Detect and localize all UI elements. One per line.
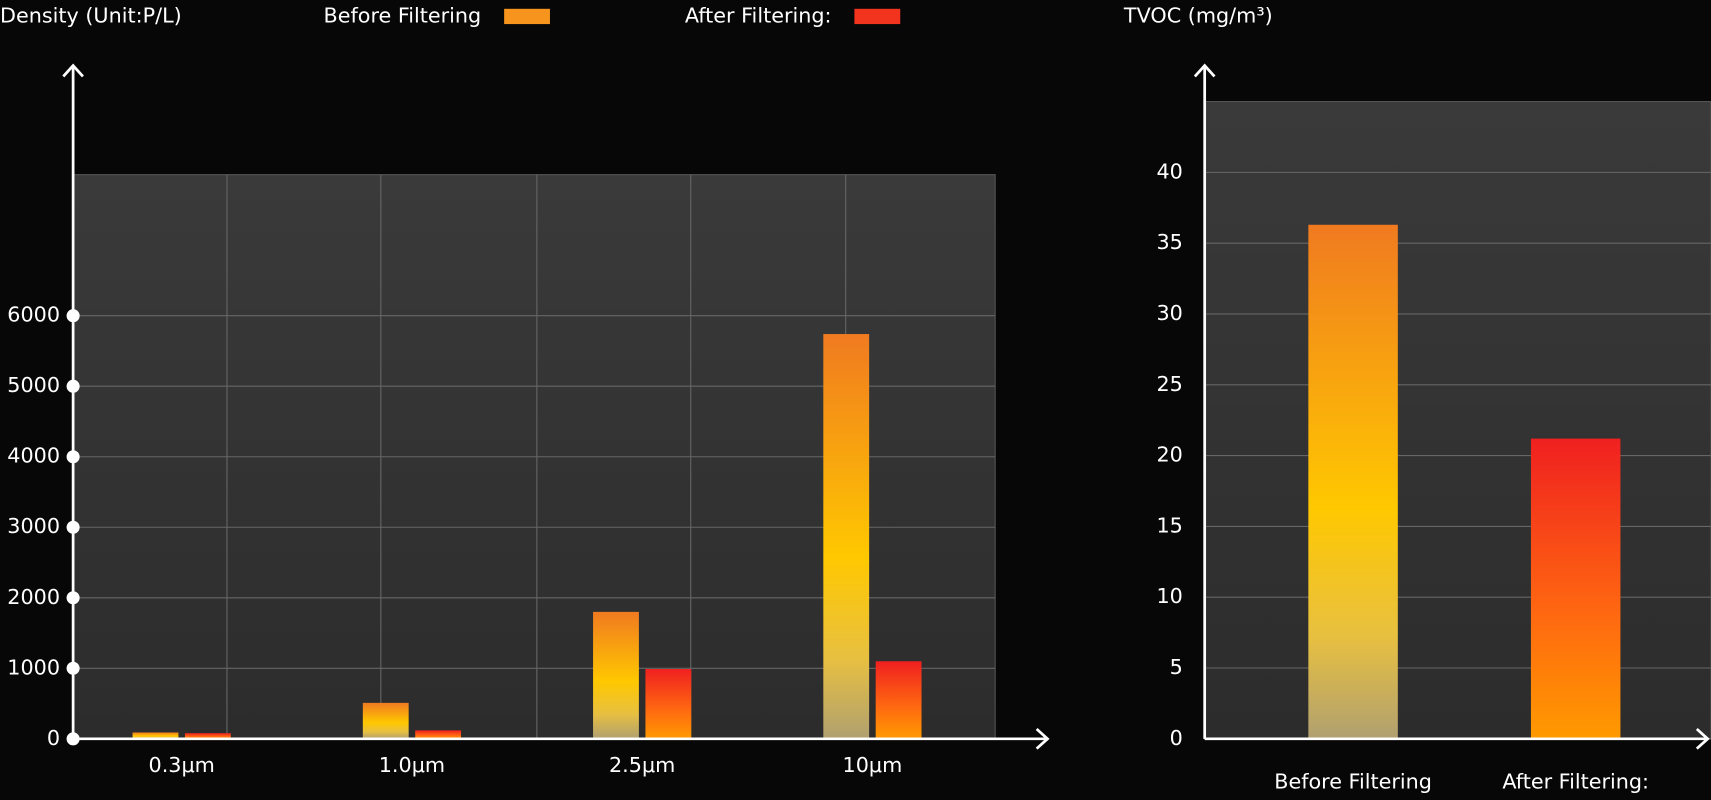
axis-arrow [62, 63, 84, 78]
axis-arrow [1193, 63, 1216, 78]
y-tick-label: 15 [1156, 513, 1182, 537]
axis-arrow [1695, 727, 1710, 750]
y-tick-label: 0 [1170, 726, 1183, 750]
y-tick-label: 40 [1156, 159, 1182, 183]
bar [1308, 224, 1398, 739]
legend-label: Before Filtering [324, 3, 482, 27]
y-tick-label: 30 [1156, 301, 1182, 325]
bar [645, 669, 692, 739]
x-tick-label: 2.5μm [609, 753, 675, 777]
y-tick-label: 20 [1156, 443, 1182, 467]
x-tick-label: 10μm [843, 753, 903, 777]
bar [1530, 438, 1621, 739]
y-tick-label: 5000 [7, 373, 60, 397]
y-tick-label: 6000 [7, 303, 60, 327]
chart-title: Density (Unit:P/L) [0, 3, 182, 27]
bar [823, 334, 870, 739]
x-tick-label: 1.0μm [379, 753, 445, 777]
y-tick-label: 35 [1156, 230, 1182, 254]
y-tick-label: 4000 [7, 444, 60, 468]
bar [593, 611, 639, 739]
legend-swatch [504, 8, 550, 25]
bar [875, 661, 922, 739]
y-tick-label: 2000 [7, 585, 60, 609]
legend-label: After Filtering: [685, 3, 832, 27]
y-tick-label: 5 [1170, 655, 1183, 679]
legend-swatch [854, 8, 901, 25]
bar [362, 702, 409, 739]
x-tick-label: Before Filtering [1274, 769, 1432, 793]
bar [415, 730, 462, 739]
y-tick-label: 0 [47, 726, 60, 750]
y-tick-label: 1000 [7, 655, 60, 679]
axis-arrow [1035, 727, 1050, 750]
x-tick-label: 0.3μm [149, 753, 215, 777]
plot-area [1204, 101, 1711, 740]
y-tick-label: 3000 [7, 514, 60, 538]
y-tick-label: 10 [1156, 584, 1182, 608]
x-tick-label: After Filtering: [1502, 769, 1649, 793]
chart-title: TVOC (mg/m³) [1123, 3, 1273, 27]
y-tick-label: 25 [1156, 372, 1182, 396]
bar [184, 733, 231, 739]
bar [132, 732, 179, 739]
